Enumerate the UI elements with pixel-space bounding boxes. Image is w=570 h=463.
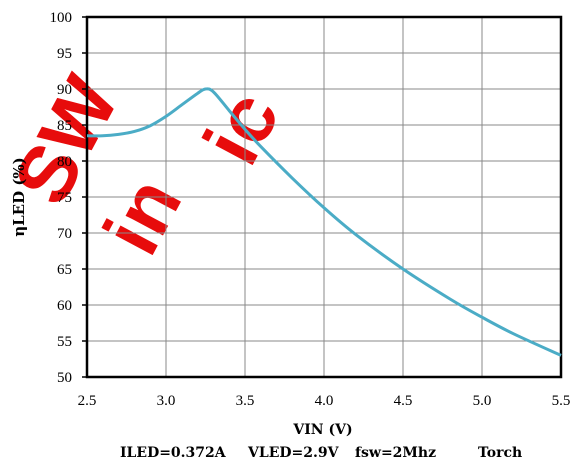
x-tick-label: 4.5: [394, 393, 413, 409]
condition-vled: VLED=2.9V: [247, 445, 340, 461]
y-tick-label: 55: [57, 334, 72, 350]
condition-mode: Torch: [478, 445, 522, 461]
efficiency-curve: [86, 87, 562, 357]
y-tick-label: 100: [50, 10, 73, 26]
x-tick-label: 3.0: [157, 393, 176, 409]
y-axis-label: ηLED (%): [10, 157, 28, 237]
svg-text:ic: ic: [186, 77, 296, 178]
y-tick-label: 70: [57, 226, 72, 242]
x-axis-label: VIN (V): [292, 422, 352, 438]
y-tick-label: 60: [57, 298, 72, 314]
y-tick-label: 65: [57, 262, 72, 278]
y-tick-label: 90: [57, 82, 72, 98]
y-tick-labels: 50 55 60 65 70 75 80 85 90 95 100: [50, 10, 87, 386]
watermark: SW in ic: [0, 62, 296, 268]
x-tick-label: 2.5: [78, 393, 97, 409]
y-tick-label: 85: [57, 118, 72, 134]
condition-fsw: fsw=2Mhz: [355, 445, 436, 461]
x-tick-label: 5.0: [473, 393, 492, 409]
condition-iled: ILED=0.372A: [120, 445, 227, 461]
y-tick-label: 75: [57, 190, 72, 206]
y-tick-label: 95: [57, 46, 72, 62]
y-tick-label: 80: [57, 154, 72, 170]
x-tick-labels: 2.5 3.0 3.5 4.0 4.5 5.0 5.5: [78, 393, 570, 409]
y-tick-label: 50: [57, 370, 72, 386]
svg-text:in: in: [86, 163, 198, 268]
x-tick-label: 3.5: [236, 393, 255, 409]
x-tick-label: 5.5: [552, 393, 570, 409]
x-tick-label: 4.0: [315, 393, 334, 409]
